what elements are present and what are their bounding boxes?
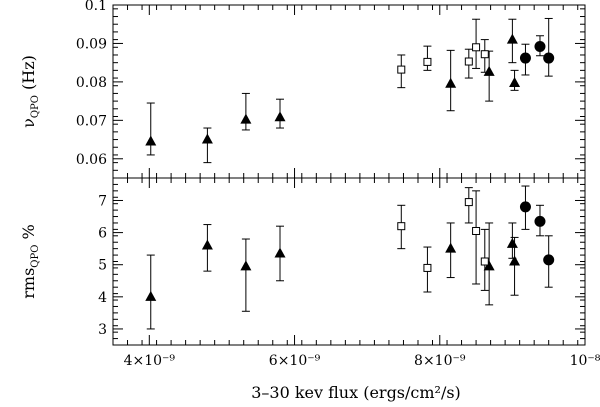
data-point-circle <box>543 235 555 288</box>
triangle-marker <box>240 113 252 124</box>
data-point-triangle <box>145 254 157 330</box>
data-point-triangle <box>145 102 157 156</box>
data-point-triangle <box>483 222 495 306</box>
data-point-triangle <box>240 238 252 312</box>
triangle-marker <box>506 33 518 44</box>
data-point-square <box>423 246 432 293</box>
circle-marker <box>534 41 546 53</box>
triangle-marker <box>274 111 286 122</box>
data-point-square <box>397 54 406 89</box>
square-marker <box>423 263 432 272</box>
data-point-square <box>472 18 481 69</box>
triangle-marker <box>445 242 457 253</box>
data-point-circle <box>519 185 531 230</box>
triangle-marker <box>201 239 213 250</box>
data-point-triangle <box>240 92 252 131</box>
data-point-triangle <box>201 127 213 164</box>
triangle-marker <box>509 77 521 88</box>
square-marker <box>464 57 473 66</box>
circle-marker <box>534 215 546 227</box>
panel-top: 0.06 0.07 0.08 0.09 0.1 νQPO (Hz) <box>19 0 586 179</box>
y-axis-title-subscript: QPO <box>30 245 41 268</box>
y-tick-label: 0.06 <box>76 152 107 168</box>
triangle-marker <box>145 135 157 146</box>
triangle-marker <box>483 65 495 76</box>
data-point-triangle <box>201 224 213 272</box>
circle-marker <box>519 52 531 64</box>
y-axis-title-subscript: QPO <box>30 95 41 118</box>
data-point-triangle <box>483 50 495 102</box>
triangle-marker <box>201 133 213 144</box>
square-marker <box>480 257 489 266</box>
data-point-circle <box>519 43 531 76</box>
data-point-square <box>423 45 432 71</box>
panel-frame <box>112 4 586 179</box>
square-marker <box>480 50 489 59</box>
data-point-square <box>480 228 489 291</box>
data-point-circle <box>534 204 546 237</box>
data-point-triangle <box>509 69 521 91</box>
y-axis-title-bottom: rmsQPO % <box>19 224 41 298</box>
y-tick-label: 0.07 <box>76 113 107 129</box>
x-tick-label: 8×10⁻⁹ <box>414 353 466 369</box>
y-tick-label: 5 <box>98 258 107 274</box>
triangle-marker <box>483 260 495 271</box>
y-tick-label: 0.1 <box>85 0 107 14</box>
data-point-circle <box>543 17 555 77</box>
y-axis-title-main: ν <box>19 118 38 128</box>
triangle-marker <box>445 77 457 88</box>
triangle-marker <box>506 237 518 248</box>
data-point-triangle <box>506 222 518 259</box>
x-tick-label: 4×10⁻⁹ <box>124 353 176 369</box>
y-tick-label: 0.09 <box>76 36 107 52</box>
y-tick-label: 0.08 <box>76 75 107 91</box>
data-point-square <box>397 204 406 250</box>
y-tick-label: 3 <box>98 322 107 338</box>
x-axis-title: 3–30 kev flux (ergs/cm²/s) <box>251 383 461 402</box>
circle-marker <box>543 52 555 64</box>
square-marker <box>397 222 406 231</box>
data-point-square <box>480 39 489 73</box>
triangle-marker <box>145 290 157 301</box>
square-marker <box>397 65 406 74</box>
triangle-marker <box>274 247 286 258</box>
data-point-circle <box>534 35 546 57</box>
data-point-square <box>464 187 473 224</box>
y-tick-label: 7 <box>98 193 107 209</box>
data-point-triangle <box>509 236 521 296</box>
square-marker <box>472 226 481 235</box>
data-point-triangle <box>506 18 518 64</box>
y-tick-label: 6 <box>98 226 107 242</box>
data-point-triangle <box>274 98 286 129</box>
square-marker <box>464 198 473 207</box>
square-marker <box>423 57 432 66</box>
panel-bottom: 3 4 5 6 7 rmsQPO % <box>19 177 586 346</box>
x-tick-label: 10⁻⁸ <box>570 353 600 369</box>
data-point-square <box>464 48 473 79</box>
square-marker <box>472 43 481 52</box>
y-axis-title-top: νQPO (Hz) <box>19 55 41 128</box>
data-point-triangle <box>445 222 457 279</box>
y-tick-label: 4 <box>98 290 107 306</box>
data-point-triangle <box>445 49 457 112</box>
y-axis-title-tail: (Hz) <box>19 55 38 95</box>
data-point-triangle <box>274 225 286 282</box>
triangle-marker <box>240 260 252 271</box>
circle-marker <box>543 254 555 266</box>
triangle-marker <box>509 255 521 266</box>
data-point-square <box>472 190 481 285</box>
circle-marker <box>519 201 531 213</box>
y-axis-title-main: rms <box>19 268 38 299</box>
x-tick-label: 6×10⁻⁹ <box>269 353 321 369</box>
y-axis-title-tail: % <box>19 224 38 244</box>
